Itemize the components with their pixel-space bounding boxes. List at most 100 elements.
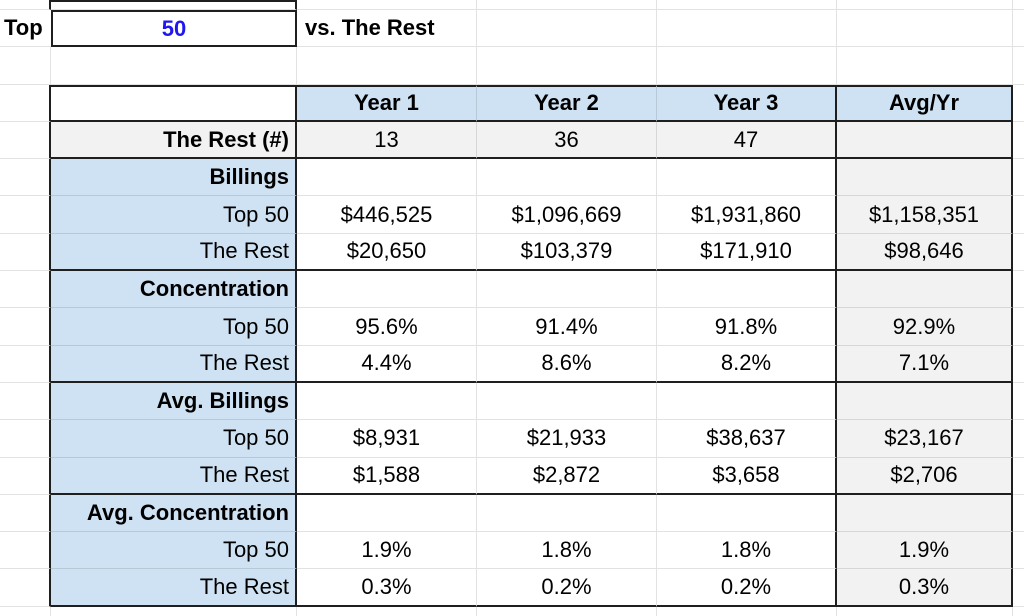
table-cell[interactable]: $103,379 [477, 233, 657, 272]
table-cell[interactable] [657, 382, 837, 421]
row-label-cell[interactable]: The Rest [51, 457, 297, 495]
table-cell[interactable]: 13 [297, 121, 477, 160]
row-label-cell[interactable]: The Rest [51, 569, 297, 607]
header-cell-year2[interactable]: Year 2 [477, 84, 657, 122]
table-cell[interactable] [837, 382, 1013, 421]
sheet-cell[interactable] [0, 345, 51, 383]
header-cell-blank[interactable] [51, 84, 297, 122]
table-cell[interactable]: $1,588 [297, 457, 477, 495]
top-suffix-cell[interactable]: vs. The Rest [297, 10, 477, 48]
sheet-row [0, 606, 1024, 616]
sheet-cell[interactable] [477, 47, 657, 85]
table-cell[interactable]: 8.6% [477, 345, 657, 383]
row-label-cell[interactable]: The Rest [51, 233, 297, 272]
table-cell[interactable]: 91.4% [477, 308, 657, 346]
row-label-cell[interactable]: Top 50 [51, 532, 297, 570]
table-cell[interactable]: 1.9% [297, 532, 477, 570]
table-cell[interactable] [477, 382, 657, 421]
sheet-cell[interactable] [0, 271, 51, 309]
table-cell[interactable] [297, 382, 477, 421]
row-label-cell[interactable]: The Rest (#) [51, 121, 297, 160]
row-label-cell[interactable]: Billings [51, 159, 297, 197]
table-cell[interactable] [837, 494, 1013, 533]
table-cell[interactable]: $1,158,351 [837, 196, 1013, 234]
sheet-cell[interactable] [0, 308, 51, 346]
table-cell[interactable]: 0.2% [477, 569, 657, 607]
sheet-cell[interactable] [657, 10, 837, 48]
table-cell[interactable] [477, 159, 657, 197]
top-count-input-cell[interactable]: 50 [51, 10, 297, 48]
sheet-cell [837, 0, 1013, 10]
row-label-cell[interactable]: Avg. Concentration [51, 494, 297, 533]
sheet-cell[interactable] [0, 47, 51, 85]
table-cell[interactable]: 0.3% [837, 569, 1013, 607]
sheet-cell[interactable] [0, 382, 51, 421]
table-cell[interactable]: $446,525 [297, 196, 477, 234]
row-label-cell[interactable]: Top 50 [51, 196, 297, 234]
table-cell[interactable]: 92.9% [837, 308, 1013, 346]
table-cell[interactable]: $20,650 [297, 233, 477, 272]
table-cell[interactable]: $1,096,669 [477, 196, 657, 234]
table-cell[interactable]: 1.8% [477, 532, 657, 570]
sheet-cell[interactable] [0, 84, 51, 122]
table-cell[interactable] [297, 159, 477, 197]
table-cell[interactable]: $21,933 [477, 420, 657, 458]
sheet-cell[interactable] [477, 10, 657, 48]
sheet-cell[interactable] [0, 420, 51, 458]
header-cell-avg-yr[interactable]: Avg/Yr [837, 84, 1013, 122]
table-cell[interactable]: 1.8% [657, 532, 837, 570]
sheet-cell[interactable] [0, 196, 51, 234]
table-cell[interactable]: 0.3% [297, 569, 477, 607]
table-cell[interactable]: $3,658 [657, 457, 837, 495]
table-cell[interactable]: 7.1% [837, 345, 1013, 383]
sheet-cell[interactable] [837, 10, 1013, 48]
table-cell[interactable] [477, 271, 657, 309]
table-cell[interactable]: 0.2% [657, 569, 837, 607]
table-cell[interactable]: $23,167 [837, 420, 1013, 458]
sheet-row [0, 0, 1024, 10]
header-cell-year1[interactable]: Year 1 [297, 84, 477, 122]
table-cell[interactable] [837, 159, 1013, 197]
sheet-cell [1013, 122, 1024, 160]
header-cell-year3[interactable]: Year 3 [657, 84, 837, 122]
table-cell[interactable]: $1,931,860 [657, 196, 837, 234]
row-label-cell[interactable]: Top 50 [51, 420, 297, 458]
sheet-cell[interactable] [0, 532, 51, 570]
table-cell[interactable] [657, 494, 837, 533]
table-cell[interactable]: 47 [657, 121, 837, 160]
row-label-cell[interactable]: Concentration [51, 271, 297, 309]
table-cell[interactable]: 1.9% [837, 532, 1013, 570]
sheet-cell[interactable] [0, 159, 51, 197]
table-cell[interactable]: $98,646 [837, 233, 1013, 272]
table-cell[interactable]: $171,910 [657, 233, 837, 272]
table-cell[interactable] [297, 494, 477, 533]
sheet-cell[interactable] [297, 47, 477, 85]
sheet-cell[interactable] [837, 47, 1013, 85]
table-cell[interactable]: 91.8% [657, 308, 837, 346]
sheet-cell[interactable] [0, 494, 51, 533]
table-cell[interactable]: 95.6% [297, 308, 477, 346]
table-cell[interactable]: $2,872 [477, 457, 657, 495]
table-cell[interactable]: 4.4% [297, 345, 477, 383]
table-cell[interactable] [837, 121, 1013, 160]
top-label-cell[interactable]: Top [0, 10, 51, 48]
sheet-cell[interactable] [0, 457, 51, 495]
table-cell[interactable] [657, 159, 837, 197]
table-cell[interactable] [297, 271, 477, 309]
sheet-cell[interactable] [0, 233, 51, 272]
table-cell[interactable] [837, 271, 1013, 309]
table-cell[interactable]: $38,637 [657, 420, 837, 458]
row-label-cell[interactable]: The Rest [51, 345, 297, 383]
table-cell[interactable] [657, 271, 837, 309]
sheet-cell[interactable] [657, 47, 837, 85]
table-cell[interactable] [477, 494, 657, 533]
table-cell[interactable]: 36 [477, 121, 657, 160]
table-cell[interactable]: $2,706 [837, 457, 1013, 495]
row-label-cell[interactable]: Top 50 [51, 308, 297, 346]
table-cell[interactable]: $8,931 [297, 420, 477, 458]
sheet-cell[interactable] [0, 569, 51, 607]
sheet-cell[interactable] [0, 121, 51, 160]
row-label-cell[interactable]: Avg. Billings [51, 382, 297, 421]
sheet-cell[interactable] [51, 47, 297, 85]
table-cell[interactable]: 8.2% [657, 345, 837, 383]
